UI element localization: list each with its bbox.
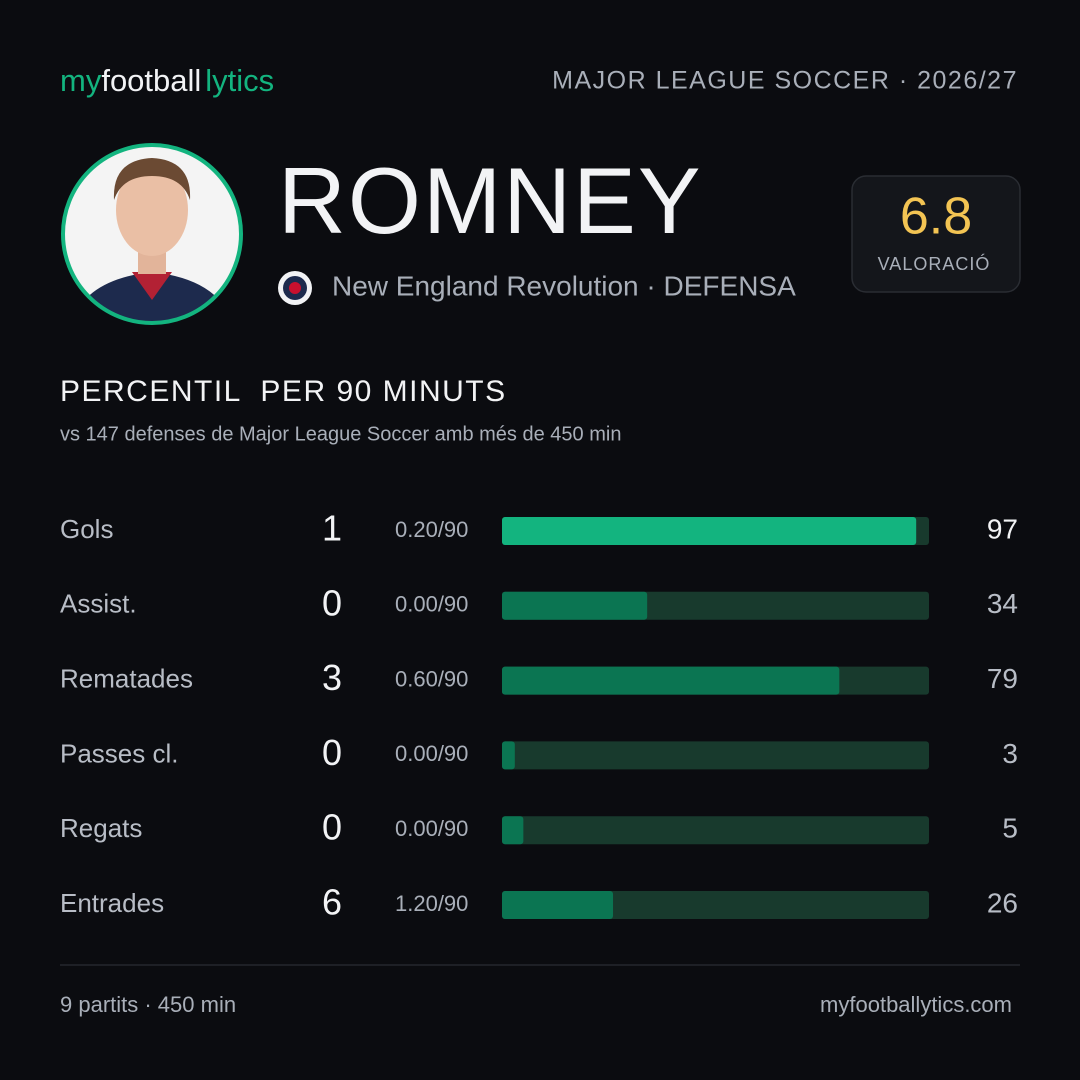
stat-label: Rematades xyxy=(60,663,193,693)
team-logo xyxy=(278,271,312,305)
percentile-bar xyxy=(502,741,515,770)
percentile-value: 5 xyxy=(1002,813,1018,844)
percentile-value: 3 xyxy=(1002,738,1018,769)
stat-label: Regats xyxy=(60,813,142,843)
rating-label: VALORACIÓ xyxy=(878,253,991,274)
avatar xyxy=(61,143,243,325)
bar-track xyxy=(502,816,929,845)
stat-total: 0 xyxy=(322,807,342,848)
percentile-bar xyxy=(502,517,917,545)
rating-box xyxy=(851,175,1021,293)
stat-total: 0 xyxy=(322,732,342,773)
percentile-value: 26 xyxy=(987,887,1018,918)
stat-label: Gols xyxy=(60,514,113,544)
stat-per90: 0.60/90 xyxy=(395,666,468,691)
percentile-value: 97 xyxy=(987,513,1018,544)
stat-label: Entrades xyxy=(60,888,164,918)
stat-per90: 0.00/90 xyxy=(395,592,468,617)
footer-summary: 9 partits · 450 min xyxy=(60,992,236,1017)
brand: myfootball lytics xyxy=(60,63,274,98)
rating-value: 6.8 xyxy=(900,188,972,246)
stat-label: Passes cl. xyxy=(60,738,179,768)
brand-part: lytics xyxy=(205,63,274,98)
stat-total: 6 xyxy=(322,882,342,923)
stat-total: 3 xyxy=(322,657,342,698)
percentile-bar xyxy=(502,666,840,695)
league: MAJOR LEAGUE SOCCER · 2026/27 xyxy=(552,67,1018,95)
percentile-bar xyxy=(502,591,648,620)
stat-total: 1 xyxy=(322,508,342,549)
percentile-value: 34 xyxy=(987,588,1018,619)
percentile-bar xyxy=(502,816,524,845)
stat-per90: 0.00/90 xyxy=(395,741,468,766)
percentile-value: 79 xyxy=(987,663,1018,694)
brand-part: my xyxy=(60,63,102,98)
stat-per90: 0.20/90 xyxy=(395,517,468,542)
section-subtitle: vs 147 defenses de Major League Soccer a… xyxy=(60,423,621,445)
percentile-bar xyxy=(502,891,614,919)
bar-track xyxy=(502,741,929,770)
stat-label: Assist. xyxy=(60,589,137,619)
footer-site: myfootballytics.com xyxy=(820,992,1012,1017)
stat-per90: 1.20/90 xyxy=(395,891,468,916)
stat-total: 0 xyxy=(322,582,342,623)
team-line: New England Revolution · DEFENSA xyxy=(332,270,796,301)
section-title: PERCENTIL PER 90 MINUTS xyxy=(60,375,507,408)
stat-rows: Gols 1 0.20/90 97 Assist. 0 0.00/90 34 Rematades… xyxy=(60,508,1018,923)
brand-part: football xyxy=(101,63,201,98)
stat-per90: 0.00/90 xyxy=(395,816,468,841)
player-name: ROMNEY xyxy=(278,148,703,253)
